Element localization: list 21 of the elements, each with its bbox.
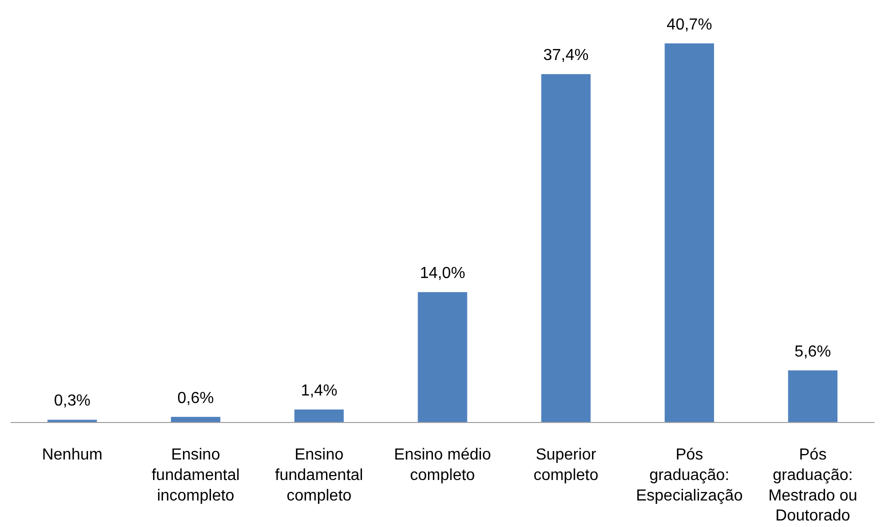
data-label: 14,0% — [420, 265, 466, 282]
data-label: 0,3% — [54, 392, 90, 410]
x-tick-label: Ensino fundamental incompleto — [152, 446, 240, 504]
bar — [294, 409, 344, 422]
bar — [418, 292, 468, 422]
bar — [170, 416, 220, 422]
x-tick-label: Pós graduação: Especialização — [636, 446, 743, 504]
data-label: 0,6% — [177, 390, 214, 407]
data-label: 5,6% — [794, 343, 832, 360]
x-tick-label: Ensino fundamental completo — [275, 446, 364, 504]
bar — [788, 370, 838, 422]
data-label: 40,7% — [666, 16, 712, 34]
data-label: 37,4% — [543, 47, 589, 64]
x-tick-label: Ensino médio completo — [394, 446, 492, 484]
x-tick-label: Nenhum — [42, 446, 102, 464]
data-label: 1,4% — [300, 382, 338, 400]
bar — [541, 74, 591, 422]
x-tick-label: Superior completo — [533, 446, 598, 484]
bar — [664, 43, 714, 422]
bar — [48, 420, 97, 422]
x-tick-label: Pós graduação: Mestrado ou Doutorado — [768, 446, 858, 525]
